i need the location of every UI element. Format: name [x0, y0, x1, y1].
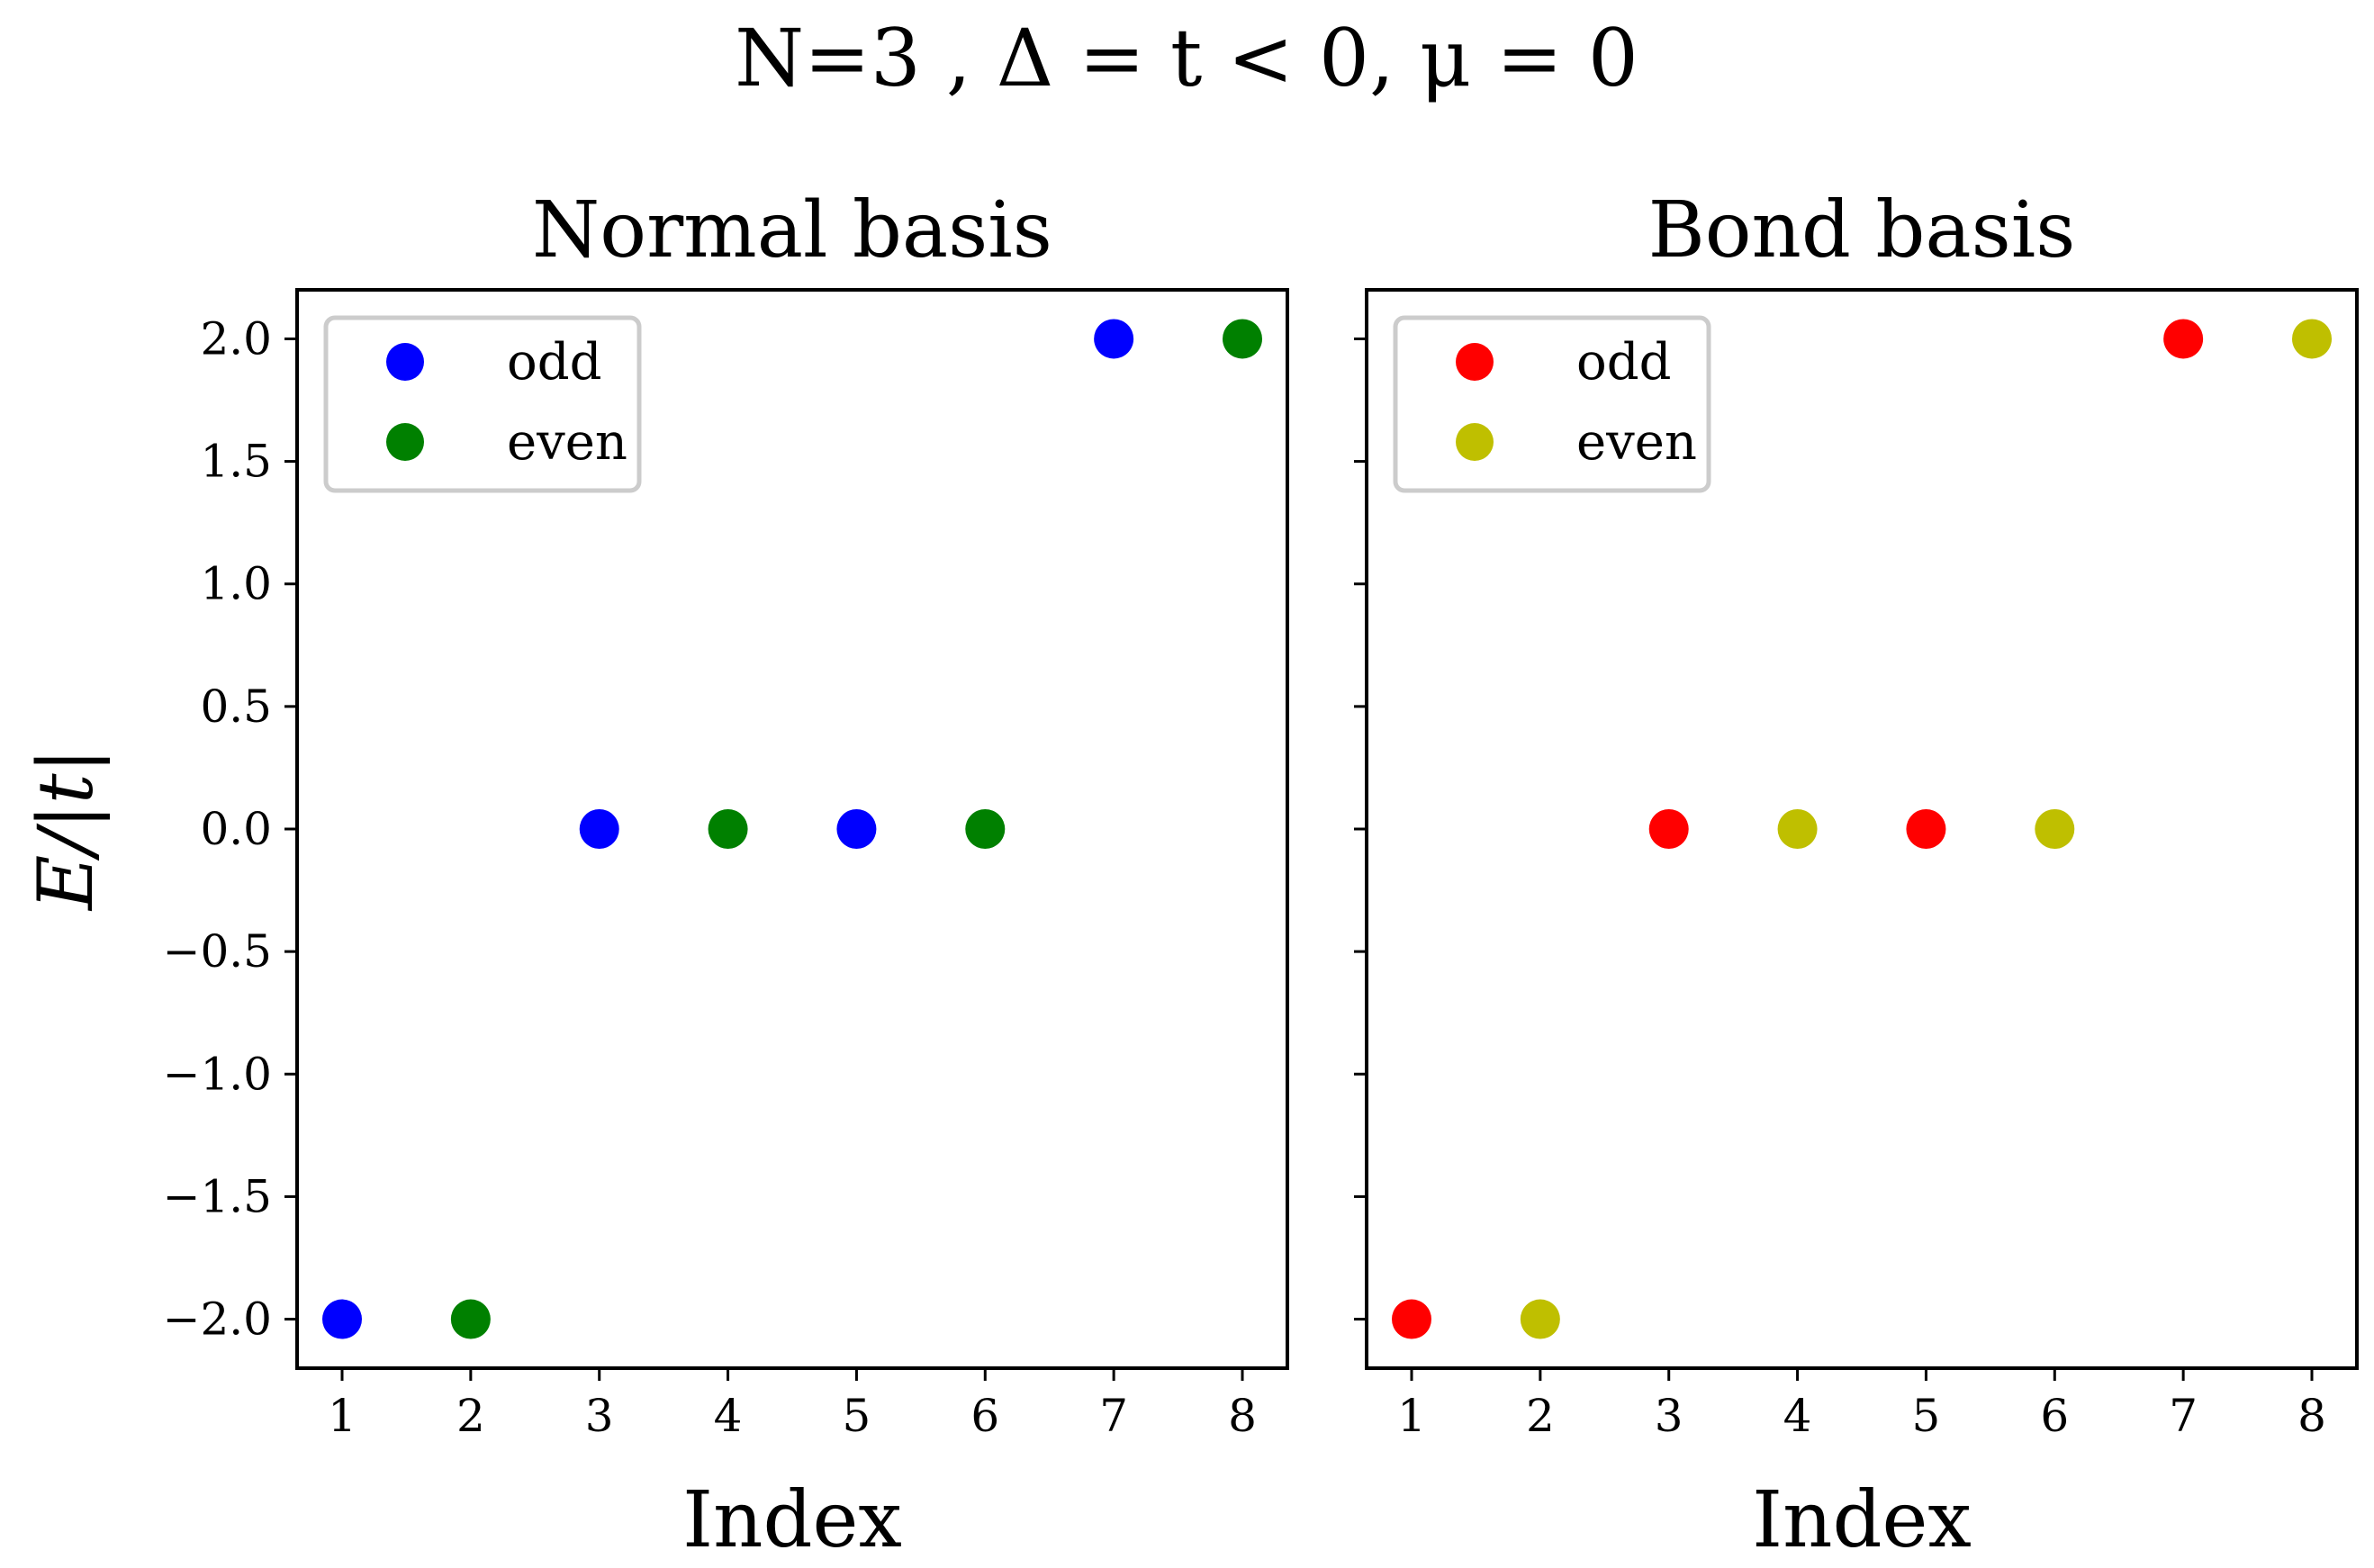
x-axis-label: Index	[1752, 1475, 1972, 1565]
plot-normal-basis: Normal basis 1 2 3 4 5 6 7 8 2.0 1.5 1.0 0.5 0.0 −0.…	[163, 185, 1289, 1565]
data-points	[322, 319, 1262, 1339]
x-axis-ticks: 1 2 3 4 5 6 7 8	[328, 1368, 1257, 1442]
x-tick-label: 3	[585, 1390, 614, 1442]
y-tick-label: 0.5	[200, 680, 272, 733]
x-tick-label: 4	[1783, 1390, 1812, 1442]
y-tick-label: −0.5	[163, 925, 272, 978]
x-tick-label: 5	[843, 1390, 871, 1442]
x-tick-label: 7	[2169, 1390, 2198, 1442]
y-tick-label: −1.5	[163, 1170, 272, 1222]
plot-title: Normal basis	[532, 185, 1052, 275]
y-tick-label: 0.0	[200, 803, 272, 855]
x-tick-label: 4	[714, 1390, 743, 1442]
y-axis-ticks	[1354, 337, 1367, 1321]
data-point-even	[1777, 809, 1818, 849]
x-tick-label: 1	[1397, 1390, 1426, 1442]
legend-label-even: even	[507, 413, 627, 472]
legend-marker-even	[1456, 423, 1494, 461]
x-tick-label: 5	[1912, 1390, 1941, 1442]
x-tick-label: 6	[2040, 1390, 2069, 1442]
y-axis-ticks: 2.0 1.5 1.0 0.5 0.0 −0.5 −1.0 −1.5 −2.0	[163, 312, 297, 1346]
x-tick-label: 2	[456, 1390, 485, 1442]
legend-label-odd: odd	[507, 333, 601, 392]
x-tick-label: 8	[1228, 1390, 1257, 1442]
data-point-odd	[579, 809, 619, 849]
x-tick-label: 6	[970, 1390, 999, 1442]
data-point-odd	[1906, 809, 1946, 849]
legend: odd even	[323, 315, 642, 493]
legend-label-odd: odd	[1576, 333, 1671, 392]
data-point-even	[450, 1299, 491, 1339]
data-point-odd	[1648, 809, 1689, 849]
legend: odd even	[1393, 315, 1711, 493]
legend-marker-odd	[1456, 343, 1494, 381]
data-points	[1392, 319, 2332, 1339]
y-tick-label: 2.0	[200, 312, 272, 365]
x-tick-label: 8	[2297, 1390, 2326, 1442]
y-tick-label: 1.0	[200, 558, 272, 610]
data-point-even	[1223, 319, 1262, 359]
y-tick-label: −1.0	[163, 1048, 272, 1100]
y-tick-label: 1.5	[200, 436, 272, 488]
x-tick-label: 7	[1099, 1390, 1128, 1442]
data-point-even	[708, 809, 748, 849]
y-tick-label: −2.0	[163, 1293, 272, 1346]
data-point-even	[965, 809, 1006, 849]
data-point-odd	[1392, 1299, 1431, 1339]
legend-marker-odd	[386, 343, 424, 381]
data-point-odd	[322, 1299, 362, 1339]
data-point-even	[2292, 319, 2332, 359]
figure-title: N=3 , Δ = t < 0, μ = 0	[735, 12, 1638, 104]
x-tick-label: 3	[1655, 1390, 1683, 1442]
x-axis-label: Index	[682, 1475, 902, 1565]
x-tick-label: 1	[328, 1390, 357, 1442]
plot-bond-basis: Bond basis 1 2 3 4 5 6 7 8 Index odd even	[1354, 185, 2359, 1565]
y-axis-label: E/|t|	[22, 748, 110, 912]
legend-label-even: even	[1576, 413, 1697, 472]
data-point-even	[2035, 809, 2075, 849]
data-point-odd	[2163, 319, 2204, 359]
legend-marker-even	[386, 423, 424, 461]
x-axis-ticks: 1 2 3 4 5 6 7 8	[1397, 1368, 2326, 1442]
data-point-odd	[1094, 319, 1134, 359]
data-point-odd	[836, 809, 877, 849]
plot-title: Bond basis	[1648, 185, 2076, 275]
data-point-even	[1520, 1299, 1560, 1339]
x-tick-label: 2	[1526, 1390, 1555, 1442]
